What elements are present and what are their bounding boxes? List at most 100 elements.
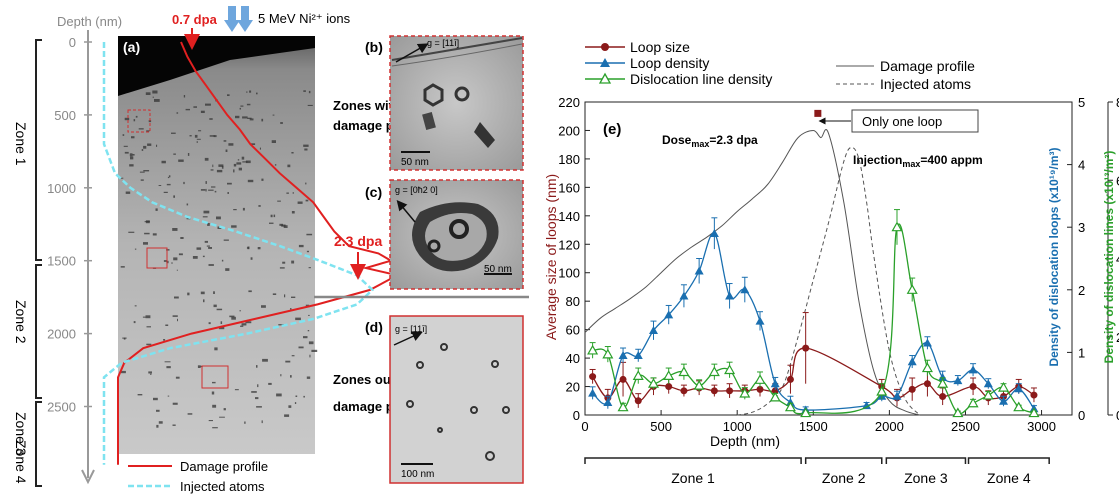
- tem-speck: [291, 296, 296, 298]
- tem-speck: [297, 201, 303, 204]
- series-loop-density-line: [592, 232, 1035, 411]
- tem-speck: [163, 191, 168, 193]
- tem-speck: [172, 424, 176, 426]
- tem-speck: [120, 177, 124, 179]
- tem-speck: [216, 308, 223, 311]
- tem-speck: [250, 143, 256, 145]
- y-left-axis-label: Average size of loops (nm): [543, 174, 559, 340]
- tem-speck: [284, 294, 286, 298]
- x-axis-label: Depth (nm): [710, 433, 780, 449]
- tem-speck: [124, 117, 130, 121]
- tem-speck: [152, 96, 154, 98]
- series-loop-size-point: [969, 383, 977, 391]
- legend-loop-density-label: Loop density: [630, 55, 709, 71]
- tem-speck: [205, 181, 207, 184]
- tem-speck: [251, 391, 257, 393]
- tem-speck: [204, 157, 209, 161]
- tem-speck: [306, 376, 311, 379]
- series-line-density-point: [982, 389, 994, 400]
- tem-speck: [198, 130, 202, 132]
- chart-zone-bracket-1: [584, 457, 802, 464]
- series-loop-density-point: [968, 365, 978, 374]
- series-line-density-point: [876, 385, 888, 396]
- x-tick-label: 500: [650, 419, 672, 434]
- tem-speck: [164, 361, 171, 363]
- zone2-bracket: [35, 264, 42, 399]
- tem-speck: [308, 267, 311, 269]
- tem-speck: [291, 260, 295, 264]
- dose-top-label: 0.7 dpa: [172, 12, 218, 27]
- tem-speck: [227, 182, 232, 185]
- tem-speck: [166, 183, 171, 186]
- tem-speck: [234, 389, 239, 391]
- tem-speck: [208, 322, 211, 325]
- inset-d-scale-label: 100 nm: [401, 469, 434, 480]
- tem-speck: [197, 365, 201, 368]
- depth-tick-label-0: 0: [69, 35, 76, 50]
- tem-speck: [139, 171, 145, 173]
- series-loop-density-point: [725, 291, 735, 300]
- tem-speck: [193, 106, 197, 108]
- tem-speck: [268, 382, 272, 385]
- tem-speck: [156, 424, 159, 428]
- tem-speck: [213, 135, 217, 138]
- series-line-density-point: [906, 284, 918, 294]
- series-loop-density-point: [709, 228, 719, 237]
- tem-speck: [196, 138, 201, 140]
- series-loop-density-point: [862, 401, 872, 410]
- series-line-density-point: [967, 397, 979, 408]
- inset-d: (d) g = [11ī] 100 nm: [365, 315, 524, 484]
- series-loop-size-point: [619, 375, 627, 383]
- tem-speck: [172, 315, 178, 317]
- tem-speck: [132, 154, 135, 156]
- zone1-label: Zone 1: [13, 122, 29, 166]
- tem-speck: [152, 90, 158, 94]
- tem-speck: [235, 115, 240, 119]
- tem-speck: [274, 164, 277, 166]
- series-line-density-point: [724, 364, 736, 375]
- tem-speck: [279, 267, 285, 269]
- y-left-tick-label: 220: [558, 95, 580, 110]
- tem-speck: [291, 152, 294, 154]
- series-line-density-point: [921, 362, 933, 373]
- tem-speck: [288, 405, 292, 408]
- tem-speck: [257, 384, 259, 388]
- tem-speck: [218, 326, 225, 330]
- tem-speck: [131, 136, 135, 139]
- tem-speck: [211, 391, 215, 395]
- series-line-density-point: [647, 377, 660, 388]
- chart-e: 0 500 1000 1500 2000 2500 30000204060801001201…: [558, 95, 1119, 434]
- series-loop-size-point: [756, 385, 764, 393]
- tem-speck: [212, 381, 216, 384]
- series-loop-size-point: [802, 344, 810, 352]
- tem-speck: [242, 161, 248, 163]
- tem-speck: [152, 233, 157, 236]
- series-line-density-point: [693, 379, 705, 390]
- tem-speck: [306, 250, 309, 253]
- tem-speck: [229, 315, 235, 318]
- tem-speck: [208, 420, 213, 422]
- tem-speck: [176, 112, 179, 114]
- tem-speck: [305, 182, 307, 185]
- tem-speck: [211, 186, 216, 188]
- series-loop-size-point: [680, 387, 688, 395]
- series-loop-density-point: [633, 351, 643, 360]
- series-loop-density-point: [922, 338, 932, 347]
- tem-speck: [143, 170, 150, 172]
- y-left-tick-label: 80: [566, 294, 580, 309]
- inset-c-g-arrow: [396, 199, 416, 223]
- tem-speck: [241, 323, 247, 326]
- tem-speck: [140, 179, 144, 181]
- inset-c: (c) g = [0ħ2 0] 50 nm: [365, 179, 524, 290]
- tem-speck: [307, 330, 310, 332]
- tem-speck: [133, 119, 136, 122]
- tem-speck: [216, 169, 223, 173]
- tem-speck: [223, 408, 226, 411]
- tem-speck: [214, 347, 218, 351]
- series-injected-atoms-line: [737, 146, 921, 416]
- zone4-label: Zone 4: [13, 440, 29, 484]
- y-right2-axis-label: Density of dislocation lines (x10¹³/m²): [1102, 151, 1116, 364]
- tem-speck: [130, 156, 134, 160]
- ion-beam-arrows: [224, 6, 253, 32]
